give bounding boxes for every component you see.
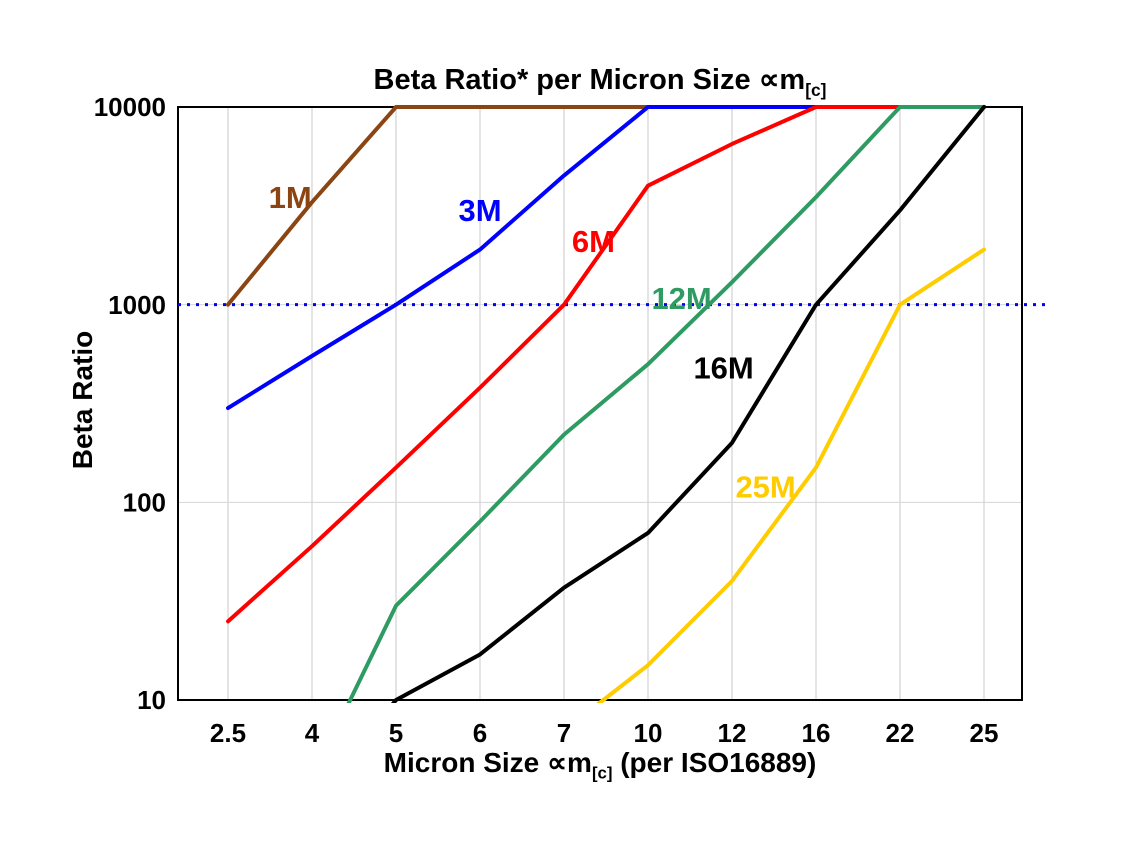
x-axis-label: Micron Size ∝m[c] (per ISO16889) bbox=[178, 746, 1022, 784]
series-label-25M: 25M bbox=[735, 470, 795, 505]
x-axis-label-text: Micron Size bbox=[383, 747, 548, 778]
x-tick-label: 2.5 bbox=[210, 718, 246, 748]
x-tick-label: 12 bbox=[718, 718, 747, 748]
series-label-6M: 6M bbox=[572, 224, 615, 259]
series-label-12M: 12M bbox=[651, 281, 711, 316]
series-line-16M bbox=[390, 105, 986, 703]
x-tick-label: 6 bbox=[473, 718, 487, 748]
x-tick-label: 16 bbox=[802, 718, 831, 748]
x-tick-label: 10 bbox=[634, 718, 663, 748]
chart-title-symbol: ∝m bbox=[758, 64, 806, 96]
y-tick-label: 1000 bbox=[108, 290, 166, 320]
y-tick-label: 10000 bbox=[94, 92, 166, 122]
series-line-25M bbox=[596, 247, 986, 703]
series-label-1M: 1M bbox=[269, 180, 312, 215]
chart-title: Beta Ratio* per Micron Size ∝m[c] bbox=[178, 62, 1022, 101]
y-tick-label: 10 bbox=[137, 685, 166, 715]
chart-title-subscript: [c] bbox=[805, 79, 827, 100]
chart-title-text: Beta Ratio* per Micron Size bbox=[373, 64, 759, 96]
y-tick-label: 100 bbox=[123, 487, 166, 517]
x-axis-label-suffix: (per ISO16889) bbox=[612, 747, 817, 778]
x-tick-label: 7 bbox=[557, 718, 571, 748]
x-axis-label-subscript: [c] bbox=[591, 763, 613, 783]
series-line-12M bbox=[346, 105, 986, 703]
x-axis-label-symbol: ∝m bbox=[547, 747, 592, 778]
series-label-16M: 16M bbox=[693, 351, 753, 386]
series-line-6M bbox=[226, 105, 986, 624]
x-tick-label: 5 bbox=[389, 718, 403, 748]
x-tick-label: 22 bbox=[886, 718, 915, 748]
x-tick-label: 4 bbox=[305, 718, 320, 748]
series-label-3M: 3M bbox=[458, 193, 501, 228]
x-tick-label: 25 bbox=[970, 718, 999, 748]
